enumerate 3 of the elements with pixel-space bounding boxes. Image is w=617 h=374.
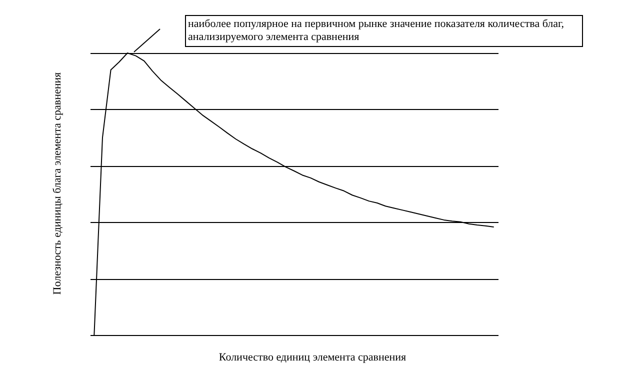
x-axis-title: Количество единиц элемента сравнения (218, 352, 406, 364)
y-axis-title: Полезность единицы блага элемента сравнения (52, 72, 64, 295)
text: наиболее популярное на первичном рынке значение показателя количества благ, анализируемого элемента сравнения (185, 15, 583, 47)
